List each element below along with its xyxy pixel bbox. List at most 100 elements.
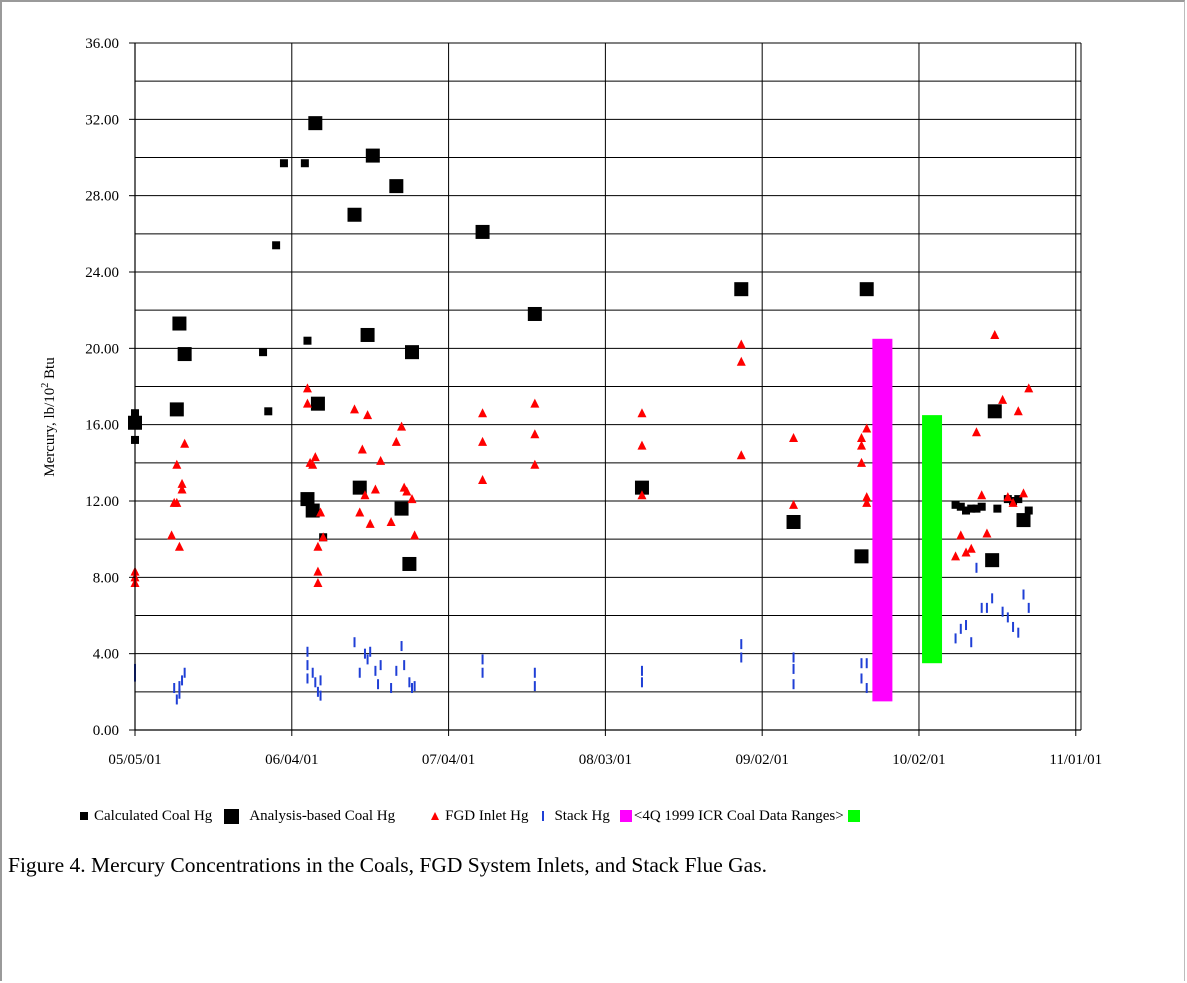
fgd-inlet-hg-point (167, 530, 177, 540)
calculated-coal-hg-point (951, 500, 960, 509)
fgd-inlet-hg-point (177, 478, 187, 488)
fgd-inlet-hg-point (1019, 488, 1029, 498)
fgd-inlet-hg-point (318, 532, 328, 542)
analysis-coal-hg-point (360, 327, 375, 342)
figure-caption: Figure 4. Mercury Concentrations in the … (8, 853, 767, 877)
y-tick-label: 36.00 (85, 36, 119, 52)
fgd-inlet-hg-point (530, 429, 540, 439)
fgd-inlet-hg-point (637, 440, 647, 450)
analysis-coal-hg-point (177, 347, 192, 362)
fgd-inlet-hg-point (478, 475, 488, 485)
fgd-inlet-hg-point (736, 450, 746, 460)
stack-hg-point (183, 667, 186, 678)
calculated-coal-hg-point (962, 506, 971, 515)
y-tick-label: 12.00 (85, 494, 119, 510)
x-tick-label: 06/04/01 (265, 752, 318, 768)
fgd-inlet-hg-point (1003, 492, 1013, 502)
stack-hg-point (481, 654, 484, 665)
fgd-inlet-hg-point (386, 516, 396, 526)
x-tick-label: 05/05/01 (108, 752, 161, 768)
axes: 05/05/01 06/04/01 07/04/01 08/03/01 09/02/01… (85, 36, 1102, 768)
fgd-inlet-hg-point (736, 356, 746, 366)
fgd-inlet-hg-point (363, 410, 373, 420)
stack-hg-point (377, 679, 380, 690)
x-tick-label: 08/03/01 (579, 752, 632, 768)
fgd-inlet-hg-point (313, 566, 323, 576)
x-tick-label: 09/02/01 (736, 752, 789, 768)
stack-hg-point (991, 593, 994, 604)
fgd-inlet-hg-point (862, 492, 872, 502)
stack-hg-point (954, 633, 957, 644)
fgd-inlet-hg-point (365, 518, 375, 528)
y-tick-label: 4.00 (93, 647, 119, 663)
analysis-coal-hg-point (352, 480, 367, 495)
analysis-coal-hg-point (169, 402, 184, 417)
legend-item-analysis-based-coal-hg: Analysis-based Coal Hg (224, 808, 395, 825)
analysis-coal-hg-point (402, 556, 417, 571)
stack-hg-point (395, 665, 398, 676)
x-tick-label: 07/04/01 (422, 752, 475, 768)
stack-hg-point (1017, 627, 1020, 638)
fgd-inlet-hg-point (316, 507, 326, 517)
stack-hg-point (366, 654, 369, 665)
fgd-inlet-hg-point (856, 457, 866, 467)
legend-item-fgd-inlet-hg: FGD Inlet Hg (431, 808, 528, 825)
stack-hg-point (408, 677, 411, 688)
stack-hg-point (980, 602, 983, 613)
fgd-inlet-hg-point (308, 459, 318, 469)
analysis-coal-hg-point (859, 282, 874, 297)
fgd-inlet-hg-point (862, 423, 872, 433)
analysis-coal-hg-point (854, 549, 869, 564)
fgd-inlet-hg-point (478, 436, 488, 446)
stack-hg-point (1027, 602, 1030, 613)
stack-hg-point (740, 639, 743, 650)
analysis-coal-hg-point (305, 503, 320, 518)
analysis-coal-hg-point (347, 207, 362, 222)
x-tick-label: 10/02/01 (892, 752, 945, 768)
stack-hg-point (533, 681, 536, 692)
calculated-coal-hg-point (264, 407, 273, 416)
fgd-inlet-hg-point (862, 497, 872, 507)
fgd-inlet-hg-point (530, 398, 540, 408)
x-tick-label: 11/01/01 (1049, 752, 1102, 768)
stack-hg-point (178, 688, 181, 699)
fgd-inlet-hg-point (637, 408, 647, 418)
stack-hg-point (353, 637, 356, 648)
fgd-inlet-hg-point (172, 459, 182, 469)
y-tick-label: 28.00 (85, 189, 119, 205)
fgd-inlet-hg-point (789, 433, 799, 443)
calculated-coal-hg-point (967, 504, 976, 513)
stack-hg-point (640, 677, 643, 688)
fgd-inlet-hg-point (357, 444, 367, 454)
fgd-inlet-hg-point (1013, 406, 1023, 416)
stack-hg-point (319, 675, 322, 686)
stack-hg-point (358, 667, 361, 678)
stack-hg-point (314, 677, 317, 688)
stack-hg-point (306, 646, 309, 657)
legend-label: Calculated Coal Hg (94, 807, 213, 824)
fgd-inlet-hg-point (360, 490, 370, 500)
analysis-coal-hg-point (300, 492, 315, 507)
fgd-inlet-hg-point (172, 497, 182, 507)
fgd-inlet-hg-point (961, 547, 971, 557)
fgd-inlet-hg-point (977, 490, 987, 500)
analysis-coal-hg-point (389, 179, 404, 194)
fgd-inlet-hg-point (998, 394, 1008, 404)
range-bars (872, 338, 943, 702)
stack-hg-point (860, 658, 863, 669)
y-tick-label: 20.00 (85, 341, 119, 357)
stack-hg-point (411, 683, 414, 694)
analysis-coal-hg-point (365, 148, 380, 163)
fgd-inlet-hg-point (410, 530, 420, 540)
stack-hg-point (865, 658, 868, 669)
stack-hg-point (413, 681, 416, 692)
icr-range-bar-magenta (872, 338, 893, 702)
fgd-inlet-hg-point (971, 427, 981, 437)
fgd-inlet-hg-point (856, 433, 866, 443)
analysis-coal-hg-point (527, 306, 542, 321)
calculated-coal-hg-point (956, 502, 965, 511)
y-tick-label: 16.00 (85, 418, 119, 434)
analysis-coal-hg-point (310, 396, 325, 411)
